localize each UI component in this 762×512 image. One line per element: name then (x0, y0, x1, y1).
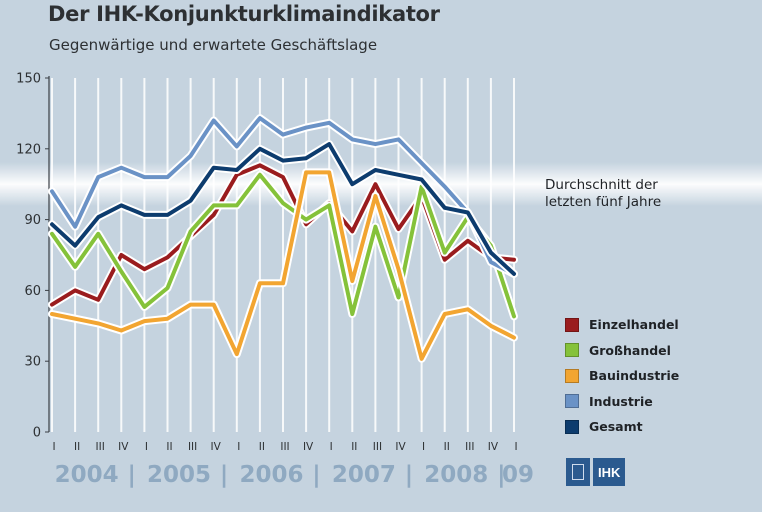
y-tick-label: 120 (16, 142, 41, 157)
year-separator: | (127, 462, 135, 488)
x-tick-label: II (166, 441, 172, 453)
legend-label: Einzelhandel (589, 317, 679, 333)
x-tick-label: II (444, 441, 450, 453)
ihk-logo: IHK (566, 458, 626, 486)
x-tick-label: IV (118, 441, 129, 453)
y-tick-label: 60 (24, 284, 41, 299)
y-tick-label: 150 (16, 72, 41, 87)
y-tick-label: 0 (33, 426, 41, 441)
legend-label: Industrie (589, 393, 653, 409)
average-band-label: Durchschnitt der letzten fünf Jahre (545, 177, 661, 211)
ihk-building-icon (566, 458, 590, 486)
legend-swatch (565, 343, 579, 358)
x-tick-label: III (280, 441, 289, 453)
x-tick-label: III (373, 441, 382, 453)
x-tick-label: I (330, 441, 333, 453)
legend-swatch (565, 419, 579, 434)
legend-label: Großhandel (589, 342, 671, 358)
x-tick-label: II (351, 441, 357, 453)
chart-title: Der IHK-Konjunkturklimaindikator (48, 2, 440, 26)
year-label: 2004 (55, 462, 119, 488)
year-separator: | (312, 462, 320, 488)
x-tick-label: III (188, 441, 197, 453)
series-line-gesamt (50, 142, 516, 276)
ihk-logo-text: IHK (593, 458, 626, 486)
year-separator: | (405, 462, 413, 488)
x-tick-label: IV (395, 441, 406, 453)
series-line-bauindustrie (50, 170, 516, 361)
year-separator: | (497, 462, 505, 488)
legend-swatch (565, 394, 579, 409)
series-line-grosshandel (50, 172, 516, 319)
year-label: 2006 (239, 462, 303, 488)
y-tick-label: 90 (24, 213, 41, 228)
legend-label: Bauindustrie (589, 368, 680, 384)
year-label: 09 (502, 462, 534, 488)
legend-item-gesamt: Gesamt (565, 414, 679, 440)
year-label: 2005 (147, 462, 211, 488)
legend-label: Gesamt (589, 419, 643, 435)
year-separator: | (220, 462, 228, 488)
average-label-line1: Durchschnitt der (545, 177, 658, 193)
x-tick-label: IV (488, 441, 499, 453)
legend-item-grosshandel: Großhandel (565, 338, 679, 364)
x-tick-label: I (52, 441, 55, 453)
legend-swatch (565, 368, 579, 383)
legend-item-bauindustrie: Bauindustrie (565, 363, 679, 389)
y-tick-label: 30 (24, 355, 41, 370)
chart-subtitle: Gegenwärtige und erwartete Geschäftslage (49, 36, 378, 54)
x-tick-label: III (465, 441, 474, 453)
legend: Einzelhandel Großhandel Bauindustrie Indust… (565, 312, 679, 440)
x-tick-label: I (237, 441, 240, 453)
legend-item-einzelhandel: Einzelhandel (565, 312, 679, 338)
x-tick-label: II (259, 441, 265, 453)
average-label-line2: letzten fünf Jahre (545, 194, 662, 210)
legend-item-industrie: Industrie (565, 389, 679, 415)
x-tick-label: IV (211, 441, 222, 453)
series-line-industrie (50, 116, 516, 276)
legend-swatch (565, 317, 579, 332)
year-label: 2007 (332, 462, 396, 488)
year-label: 2008 (424, 462, 488, 488)
x-tick-label: I (145, 441, 148, 453)
x-tick-label: I (422, 441, 425, 453)
x-tick-label: I (514, 441, 517, 453)
x-tick-label: III (96, 441, 105, 453)
x-tick-label: II (74, 441, 80, 453)
x-tick-label: IV (303, 441, 314, 453)
